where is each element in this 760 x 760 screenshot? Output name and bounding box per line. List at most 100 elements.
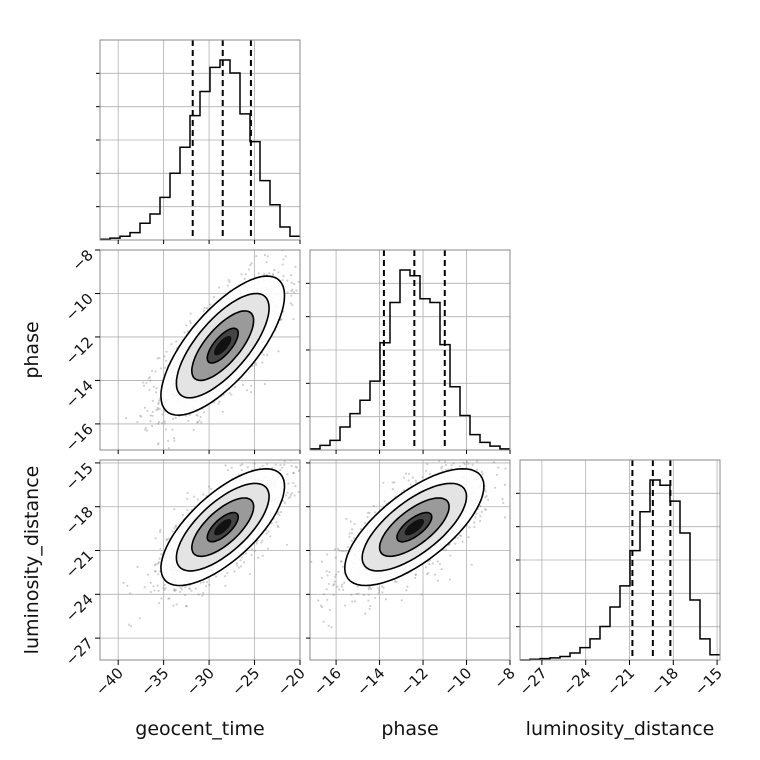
- y-tick-label: −12: [62, 333, 97, 368]
- sample-point: [458, 465, 462, 468]
- sample-point: [271, 466, 274, 469]
- sample-point: [261, 361, 264, 364]
- sample-point: [124, 416, 128, 420]
- sample-point: [239, 559, 242, 562]
- sample-point: [151, 399, 154, 402]
- sample-point: [290, 289, 293, 293]
- sample-point: [454, 542, 457, 545]
- sample-point: [140, 415, 143, 418]
- sample-point: [149, 420, 152, 423]
- sample-point: [357, 592, 360, 595]
- sample-point: [350, 532, 354, 535]
- sample-point: [440, 466, 443, 470]
- sample-point: [171, 530, 174, 533]
- sample-point: [261, 539, 264, 542]
- sample-point: [195, 413, 198, 416]
- joint-panel-geocent_time-phase: [99, 237, 317, 452]
- sample-point: [271, 274, 275, 277]
- sample-point: [145, 429, 149, 432]
- sample-point: [244, 552, 248, 555]
- sample-point: [405, 589, 408, 592]
- sample-point: [474, 516, 477, 519]
- sample-point: [266, 353, 269, 357]
- sample-point: [242, 383, 245, 387]
- sample-point: [391, 481, 394, 484]
- sample-point: [326, 553, 329, 556]
- sample-point: [266, 255, 269, 258]
- sample-point: [290, 294, 293, 297]
- sample-point: [143, 428, 147, 431]
- sample-point: [130, 624, 133, 628]
- sample-point: [196, 414, 199, 417]
- xlabel-geocent-time: geocent_time: [135, 718, 264, 740]
- sample-point: [285, 494, 288, 497]
- sample-point: [377, 591, 380, 594]
- sample-point: [431, 562, 435, 565]
- sample-point: [255, 542, 258, 545]
- sample-point: [377, 587, 380, 590]
- sample-point: [255, 363, 258, 366]
- sample-point: [315, 237, 317, 239]
- sample-point: [273, 268, 276, 272]
- sample-point: [149, 581, 152, 584]
- sample-point: [202, 411, 206, 414]
- sample-point: [184, 414, 188, 417]
- contour-line: [175, 292, 270, 399]
- sample-point: [163, 583, 166, 587]
- sample-point: [283, 463, 286, 466]
- sample-point: [174, 416, 177, 419]
- sample-point: [282, 274, 285, 278]
- sample-point: [321, 605, 324, 609]
- sample-point: [280, 318, 283, 321]
- sample-point: [202, 309, 206, 312]
- y-tick-label: −24: [62, 590, 97, 625]
- sample-point: [480, 470, 483, 473]
- sample-point: [339, 560, 343, 563]
- sample-point: [248, 572, 251, 576]
- sample-point: [165, 538, 168, 541]
- sample-point: [237, 566, 241, 569]
- sample-point: [151, 414, 154, 417]
- x-tick-label: −15: [691, 664, 726, 699]
- sample-point: [213, 295, 216, 299]
- panel-content: [100, 455, 300, 660]
- sample-point: [470, 563, 473, 566]
- sample-point: [272, 455, 274, 457]
- sample-point: [197, 593, 200, 596]
- sample-point: [292, 317, 295, 321]
- sample-point: [160, 553, 163, 556]
- sample-point: [142, 381, 145, 384]
- sample-point: [280, 510, 283, 514]
- x-tick-label: −20: [274, 664, 309, 699]
- sample-point: [152, 385, 155, 388]
- sample-point: [414, 573, 417, 576]
- sample-point: [199, 581, 202, 584]
- sample-point: [475, 512, 478, 515]
- sample-point: [249, 390, 253, 394]
- sample-point: [157, 443, 160, 446]
- panel-frame: [309, 249, 511, 451]
- x-tick-label: −35: [137, 664, 172, 699]
- sample-point: [425, 566, 428, 569]
- sample-point: [503, 483, 507, 486]
- sample-point: [289, 302, 292, 305]
- sample-point: [263, 382, 266, 386]
- sample-point: [157, 573, 160, 576]
- joint-panel-geocent_time-luminosity_distance: [99, 455, 301, 661]
- sample-point: [180, 588, 183, 591]
- sample-point: [338, 588, 341, 591]
- y-tick-label: −16: [62, 420, 97, 455]
- sample-point: [173, 508, 176, 511]
- sample-point: [217, 286, 221, 289]
- sample-point: [206, 450, 208, 452]
- sample-point: [175, 603, 178, 606]
- sample-point: [156, 357, 159, 360]
- sample-point: [294, 485, 297, 488]
- sample-point: [382, 586, 385, 589]
- sample-point: [503, 516, 507, 519]
- density-core: [214, 335, 232, 356]
- sample-point: [333, 580, 336, 583]
- sample-point: [461, 540, 464, 543]
- sample-point: [159, 367, 163, 370]
